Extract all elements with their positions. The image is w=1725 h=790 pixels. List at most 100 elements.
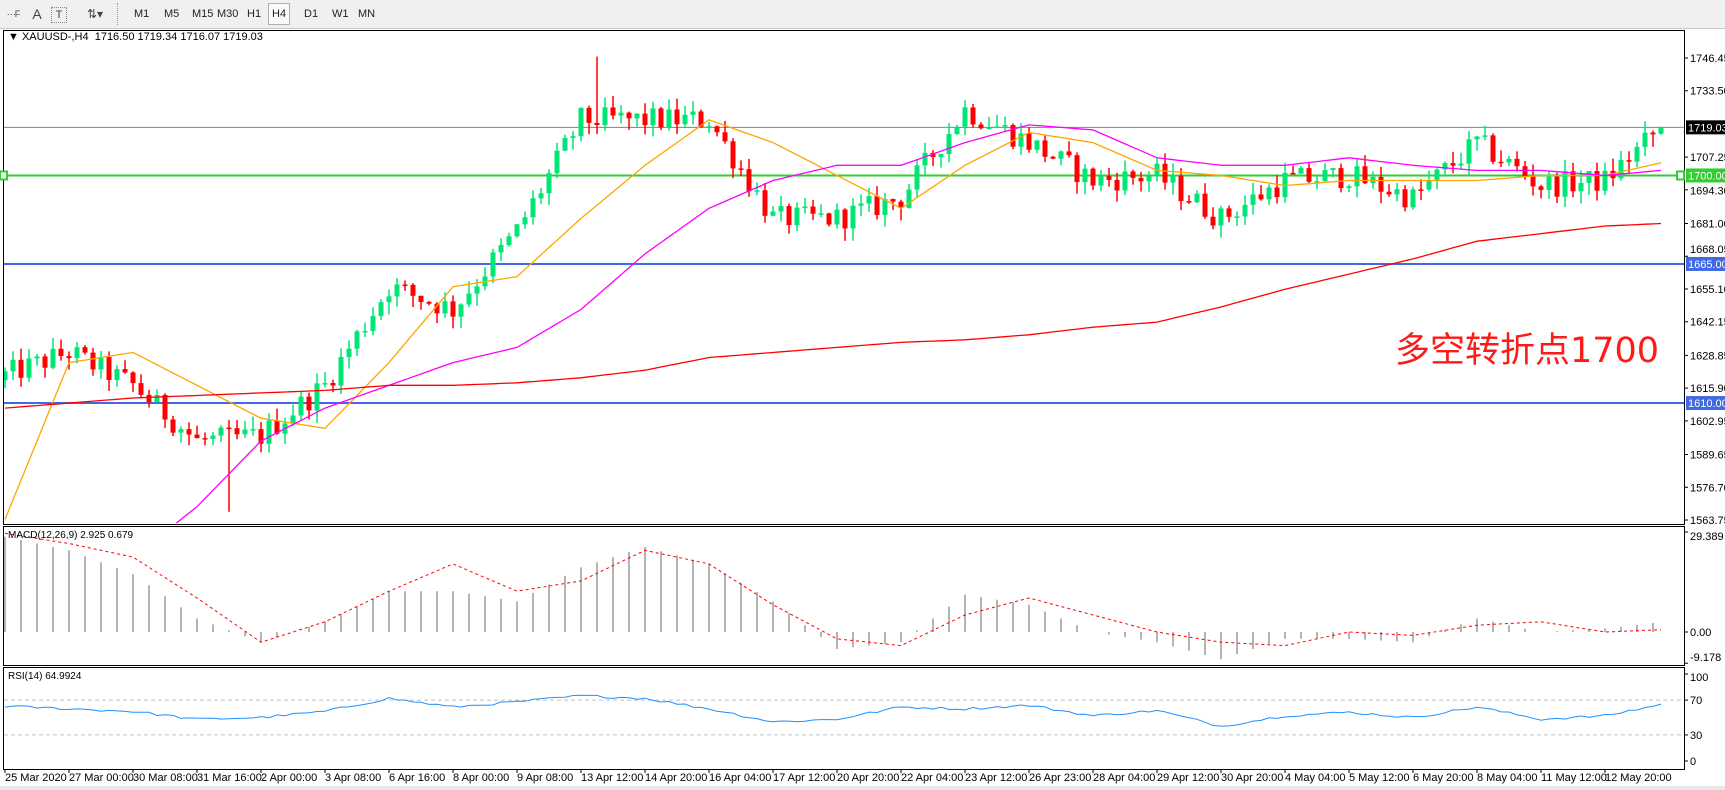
timeframe-m30[interactable]: M30 [217, 8, 239, 20]
candle-body [194, 434, 200, 439]
rsi-label: RSI(14) 64.9924 [8, 671, 82, 682]
candle-body [674, 109, 680, 125]
candle-body [10, 359, 16, 372]
timeframe-w1[interactable]: W1 [332, 8, 349, 20]
arrows-icon[interactable]: ⇅▾ [86, 7, 104, 21]
price-tick-label: 1707.25 [1690, 152, 1725, 164]
candle-body [706, 126, 712, 128]
candle-body [362, 330, 368, 333]
candle-body [1514, 158, 1520, 167]
candle-body [162, 394, 168, 420]
candle-body [818, 213, 824, 215]
pivot-handle-right [1676, 170, 1685, 181]
timeframe-h1[interactable]: H1 [247, 8, 262, 20]
candle-body [1162, 163, 1168, 183]
macd-pane[interactable] [3, 526, 1685, 666]
candle-body [1530, 176, 1536, 187]
price-tag-bg [1686, 168, 1725, 183]
candle-body [1130, 171, 1136, 178]
timeframe-m1[interactable]: M1 [134, 8, 150, 20]
candle-body [1498, 161, 1504, 164]
candle-body [1426, 180, 1432, 190]
time-tick-label: 20 Apr 20:00 [837, 772, 899, 784]
candle-body [90, 352, 96, 370]
candle-body [730, 141, 736, 169]
candle-body [1402, 189, 1408, 208]
candle-body [1218, 208, 1224, 226]
candle-body [1026, 133, 1032, 150]
candle-body [962, 107, 968, 127]
candle-body [1114, 179, 1120, 191]
annotation-text[interactable]: 多空转折点1700 [1395, 331, 1660, 371]
candle-body [1098, 176, 1104, 186]
candle-body [1634, 146, 1640, 162]
candle-body [242, 429, 248, 435]
candle-body [1482, 135, 1488, 137]
candle-body [322, 383, 328, 385]
candle-body [1018, 133, 1024, 147]
candle-body [890, 199, 896, 202]
candle-body [378, 302, 384, 316]
candle-body [658, 108, 664, 128]
candle-body [874, 196, 880, 216]
candle-body [1186, 201, 1192, 203]
candle-body [898, 201, 904, 208]
candle-body [634, 113, 640, 119]
candle-body [842, 209, 848, 229]
time-tick-label: 23 Apr 12:00 [965, 772, 1027, 784]
candle-body [642, 113, 648, 126]
chart-header: ▼ XAUUSD-,H4 1716.50 1719.34 1716.07 171… [8, 31, 263, 43]
time-tick-label: 13 Apr 12:00 [581, 772, 643, 784]
price-tag-bg [1686, 396, 1725, 411]
candle-body [1418, 189, 1424, 191]
candle-body [1434, 169, 1440, 181]
candle-body [1354, 166, 1360, 187]
timeframe-mn[interactable]: MN [358, 8, 376, 20]
candle-body [1394, 189, 1400, 195]
candle-body [802, 206, 808, 209]
price-tick-label: 1642.15 [1690, 317, 1725, 329]
timeframe-h4[interactable]: H4 [268, 3, 291, 25]
candle-body [226, 427, 232, 430]
time-tick-label: 30 Mar 08:00 [133, 772, 198, 784]
rsi-tick-label: 70 [1690, 695, 1702, 707]
timeframe-m15[interactable]: M15 [192, 8, 214, 20]
candle-body [58, 348, 64, 357]
period-separators-icon[interactable]: ⋯F [6, 8, 21, 19]
main-plot [4, 56, 1684, 523]
candle-body [858, 203, 864, 206]
price-tag-1700.00: 1700.00 [1688, 170, 1725, 182]
timeframe-m5[interactable]: M5 [164, 8, 180, 20]
candle-body [1082, 168, 1088, 183]
time-tick-label: 3 Apr 08:00 [325, 772, 381, 784]
candle-body [122, 369, 128, 373]
candle-body [386, 296, 392, 303]
text-icon[interactable]: T [51, 7, 67, 23]
text-label-icon[interactable]: A [32, 6, 42, 22]
price-tag-bg [1686, 120, 1725, 135]
timeframe-d1[interactable]: D1 [304, 8, 319, 20]
rsi-pane[interactable] [3, 667, 1685, 770]
candle-body [698, 111, 704, 127]
candle-body [1466, 139, 1472, 164]
candle-body [1034, 140, 1040, 150]
candle-body [554, 150, 560, 174]
candle-body [330, 383, 336, 386]
price-tick-label: 1681.00 [1690, 219, 1725, 231]
candle-body [1626, 160, 1632, 162]
pivot-handle-left [0, 170, 8, 181]
candle-body [1578, 182, 1584, 192]
main-chart-pane[interactable] [3, 30, 1685, 525]
candle-body [1178, 175, 1184, 202]
candle-body [850, 205, 856, 229]
candle-body [1618, 160, 1624, 179]
candle-body [714, 126, 720, 133]
candle-body [1346, 186, 1352, 189]
time-tick-label: 9 Apr 08:00 [517, 772, 573, 784]
candle-body [722, 132, 728, 142]
collapse-triangle-icon[interactable]: ▼ [8, 31, 19, 43]
candle-body [178, 429, 184, 433]
candle-body [218, 427, 224, 436]
candle-body [1274, 187, 1280, 198]
candle-body [922, 152, 928, 166]
